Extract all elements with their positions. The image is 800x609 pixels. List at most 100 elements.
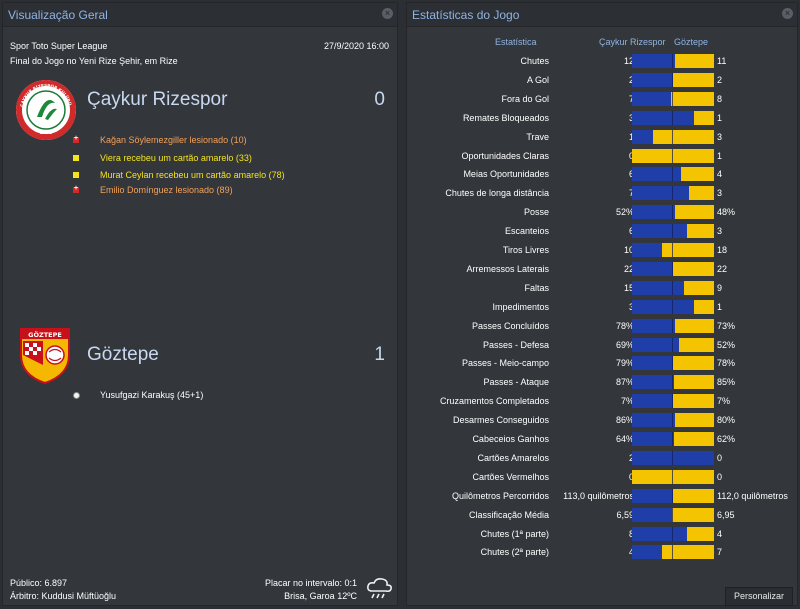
stat-bar [632, 299, 714, 314]
event-text: Kağan Söylemezgiller lesionado (10) [100, 135, 247, 145]
stat-away-value: 52% [717, 339, 736, 350]
stat-away-value: 8 [717, 93, 723, 104]
stat-home-value: 8 [629, 529, 634, 539]
stat-bar [632, 507, 714, 522]
stat-home-value: 78% [615, 320, 634, 331]
stat-row: Posse 52% 48% [407, 203, 799, 222]
stat-bar-midline [672, 432, 673, 446]
stat-away-value: 112,0 quilômetros [717, 490, 788, 501]
stat-bar-midline [672, 545, 673, 560]
stat-bar-midline [672, 450, 673, 465]
stat-bar-midline [672, 469, 673, 484]
stat-home-value: 2 [629, 453, 634, 463]
stat-bar-home-fill [632, 91, 671, 106]
stat-home-value: 3 [629, 113, 634, 123]
stat-label: Faltas [524, 282, 549, 293]
stat-away-value: 78% [717, 358, 736, 369]
stat-home-value: 6 [629, 169, 634, 179]
stat-home-value: 12 [623, 56, 634, 66]
stat-label: Cartões Vermelhos [472, 471, 549, 482]
cloud-rain-icon [367, 578, 392, 599]
stat-bar [632, 413, 714, 428]
stat-bar-midline [672, 413, 673, 428]
stat-away-value: 1 [717, 150, 723, 161]
stat-bar-home-fill [632, 280, 684, 295]
stat-bar [632, 224, 714, 239]
stat-bar-home-fill [632, 54, 675, 68]
stat-bar-home-fill [632, 526, 687, 541]
stat-away-value: 22 [717, 263, 728, 274]
stat-row: Chutes 12 11 [407, 52, 799, 71]
stat-home-value: 0 [629, 151, 634, 161]
stat-bar-home-fill [632, 261, 673, 276]
stat-bar-midline [672, 337, 673, 352]
overview-header: Visualização Geral × [3, 3, 397, 27]
stat-bar-midline [672, 526, 673, 541]
stat-row: Quilômetros Percorridos 113,0 quilômetros… [407, 487, 799, 506]
stat-label: Passes Concluídos [471, 320, 549, 331]
stat-bar [632, 356, 714, 371]
stats-title: Estatísticas do Jogo [412, 8, 520, 22]
stat-bar-home-fill [632, 356, 673, 371]
stat-label: Chutes [520, 56, 549, 66]
stat-row: Trave 1 3 [407, 128, 799, 147]
stat-label: Chutes (1ª parte) [480, 528, 549, 539]
stat-bar-midline [672, 507, 673, 522]
home-team-name[interactable]: Çaykur Rizespor [87, 89, 228, 110]
event-text: Murat Ceylan recebeu um cartão amarelo (… [100, 170, 285, 180]
stat-bar [632, 205, 714, 220]
stat-bar-midline [672, 72, 673, 87]
stat-away-value: 1 [717, 301, 723, 312]
col-header-home: Çaykur Rizespor [599, 37, 666, 47]
stat-label: Escanteios [504, 226, 549, 237]
stat-bar-midline [672, 129, 673, 144]
match-venue: Final do Jogo no Yeni Rize Şehir, em Riz… [10, 56, 178, 66]
stats-close-icon[interactable]: × [782, 8, 793, 19]
customize-button[interactable]: Personalizar [725, 587, 793, 606]
stat-away-value: 62% [717, 434, 736, 444]
stat-home-value: 4 [629, 547, 634, 557]
stat-label: A Gol [526, 74, 549, 85]
rizespor-crest-year: 1953 [40, 130, 53, 136]
stat-label: Cruzamentos Completados [439, 396, 549, 407]
stat-label: Remates Bloqueados [462, 112, 549, 123]
stat-label: Oportunidades Claras [461, 150, 549, 161]
away-team-name[interactable]: Göztepe [87, 344, 159, 365]
stat-bar [632, 469, 714, 484]
stat-bar-midline [672, 110, 673, 125]
stat-row: Chutes (2ª parte) 4 7 [407, 543, 799, 562]
stat-bar-midline [672, 299, 673, 314]
stat-away-value: 7% [717, 396, 731, 407]
stat-row: Cartões Vermelhos 0 0 [407, 468, 799, 487]
stat-label: Classificação Média [468, 509, 549, 520]
stat-bar-midline [672, 205, 673, 220]
stat-home-value: 6,59 [616, 509, 634, 520]
stat-away-value: 73% [717, 320, 736, 331]
stat-home-value: 15 [623, 282, 634, 293]
away-team-score: 1 [374, 344, 385, 365]
stat-home-value: 0 [629, 472, 634, 482]
stat-bar-home-fill [632, 545, 662, 560]
stat-label: Posse [523, 207, 549, 218]
stat-away-value: 85% [717, 377, 736, 388]
yellow-card-icon [73, 155, 79, 161]
stat-away-value: 9 [717, 282, 723, 293]
stat-home-value: 1 [629, 132, 634, 142]
stat-bar-home-fill [632, 299, 694, 314]
stat-bar-midline [672, 488, 673, 503]
stat-home-value: 2 [629, 75, 634, 85]
weather-text: Brisa, Garoa 12ºC [284, 591, 357, 601]
stat-label: Meias Oportunidades [463, 169, 549, 180]
stat-home-value: 7 [629, 94, 634, 104]
league-name: Spor Toto Super League [10, 41, 108, 51]
stat-home-value: 64% [615, 434, 634, 444]
stat-bar-home-fill [632, 110, 694, 125]
goal-ball-icon [73, 391, 80, 399]
stat-label: Quilômetros Percorridos [451, 490, 549, 501]
overview-close-icon[interactable]: × [382, 8, 393, 19]
col-header-stat: Estatística [495, 37, 537, 47]
stat-home-value: 69% [615, 339, 634, 350]
stat-bar-midline [672, 280, 673, 295]
stat-bar [632, 148, 714, 163]
stat-away-value: 6,95 [717, 509, 735, 520]
